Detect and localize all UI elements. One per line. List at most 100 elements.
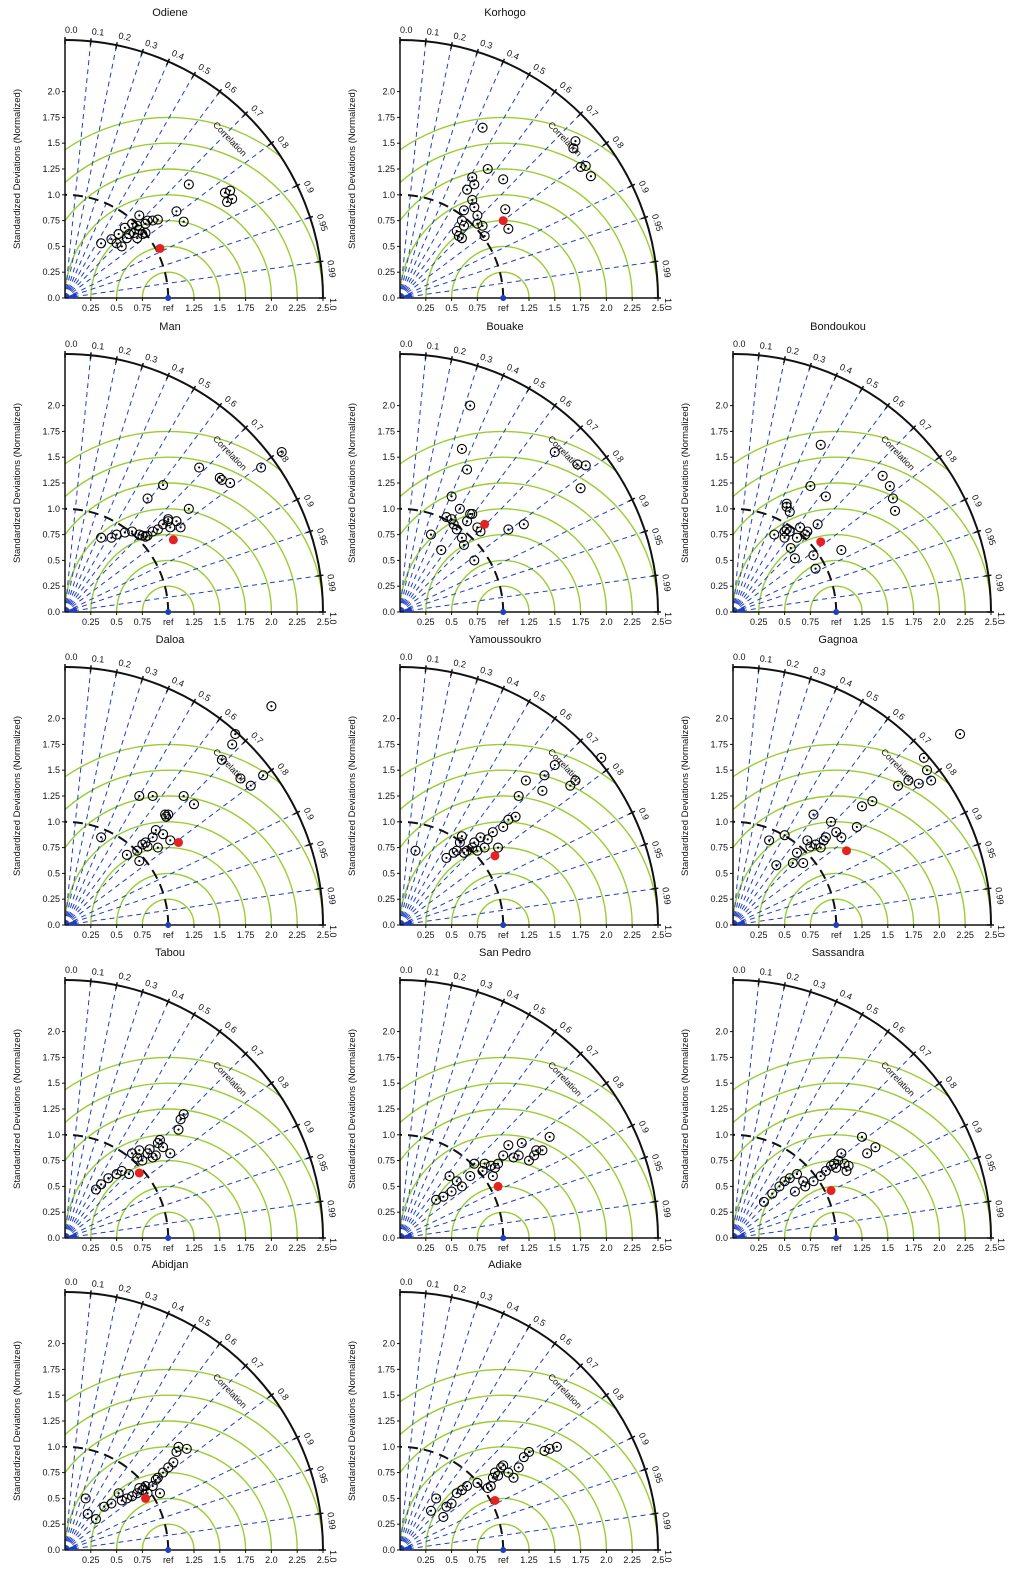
- correlation-tick-label: 0.5: [197, 689, 213, 704]
- x-tick-label: 2.0: [265, 303, 278, 313]
- model-point: [132, 220, 143, 231]
- corr-tick-mark: [808, 362, 813, 370]
- corr-tick-mark: [216, 88, 223, 96]
- corr-tick-mark: [551, 402, 558, 410]
- model-point: [152, 524, 163, 535]
- panel-title: Gagnoa: [818, 634, 858, 646]
- correlation-ray: [399, 1156, 646, 1239]
- corr-tick-mark: [316, 260, 324, 263]
- correlation-ray: [732, 740, 914, 926]
- y-axis-label: Standardized Deviations (Normalized): [680, 403, 691, 563]
- correlation-ray: [399, 1513, 656, 1551]
- model-point-center: [773, 533, 776, 536]
- corr-tick-mark: [293, 1123, 301, 1128]
- correlation-ray: [64, 1394, 272, 1551]
- correlation-tick-label: 0.6: [891, 394, 907, 410]
- x-tick-label: 0.25: [82, 303, 100, 313]
- x-tick-label: 2.5: [317, 930, 330, 940]
- y-tick-label: 1.0: [715, 504, 728, 514]
- corr-tick-mark: [628, 497, 636, 502]
- panel-title: Adiake: [488, 1259, 522, 1271]
- correlation-tick-label: 0.95: [650, 527, 665, 547]
- model-point: [431, 1194, 442, 1205]
- model-point: [769, 529, 780, 540]
- model-point: [441, 852, 452, 863]
- corr-tick-mark: [910, 738, 917, 745]
- model-point: [791, 847, 803, 858]
- correlation-tick-label: 0.99: [993, 573, 1005, 592]
- correlation-tick-label: 0.8: [610, 134, 626, 150]
- correlation-tick-label: 1.0: [663, 1550, 673, 1563]
- correlation-ray: [732, 718, 889, 926]
- x-tick-label: 0.5: [110, 930, 123, 940]
- correlation-tick-label: 0.99: [993, 1199, 1005, 1218]
- y-tick-label: 0.0: [47, 293, 60, 303]
- model-point: [781, 498, 792, 509]
- correlation-tick-label: 0.5: [532, 376, 548, 391]
- correlation-ray: [399, 718, 556, 926]
- model-point-center: [465, 188, 469, 191]
- y-tick-label: 1.5: [382, 452, 395, 462]
- rms-arc: [141, 271, 195, 298]
- correlation-tick-label: 0.4: [505, 1300, 520, 1314]
- model-point: [458, 847, 470, 858]
- y-axis-label: Standardized Deviations (Normalized): [12, 403, 23, 563]
- corr-tick-mark: [602, 767, 610, 774]
- outer-arc: [64, 1291, 324, 1551]
- model-point: [132, 845, 143, 856]
- x-tick-label: 2.0: [933, 930, 946, 940]
- x-tick-label: 0.25: [82, 617, 100, 627]
- model-point: [529, 1150, 540, 1161]
- corr-tick-mark: [602, 1080, 610, 1087]
- correlation-tick-label: 0.6: [558, 707, 574, 723]
- correlation-tick-label: 0.5: [197, 1002, 213, 1017]
- x-tick-label: 2.5: [652, 930, 665, 940]
- correlation-tick-label: 0.4: [505, 675, 520, 689]
- model-point: [810, 839, 821, 850]
- corr-tick-mark: [475, 362, 480, 370]
- y-tick-label: 1.25: [42, 1416, 60, 1426]
- correlation-tick-label: 0.9: [302, 179, 316, 195]
- correlation-tick-label: 0.6: [891, 707, 907, 723]
- correlation-tick-label: 0.99: [325, 573, 337, 592]
- model-point-center: [220, 478, 223, 482]
- model-point: [580, 160, 591, 171]
- corr-tick-mark: [500, 1310, 506, 1318]
- y-tick-label: 1.25: [42, 164, 60, 174]
- x-tick-label: 0.5: [778, 930, 791, 940]
- model-point: [523, 1155, 535, 1166]
- origin-fan-line: [736, 919, 745, 924]
- corr-tick-mark: [216, 1340, 223, 1348]
- correlation-tick-label: 0.2: [118, 345, 132, 357]
- model-point-center: [148, 1148, 151, 1151]
- x-tick-label: 1.75: [572, 617, 590, 627]
- model-point-center: [187, 507, 190, 510]
- model-point: [467, 194, 478, 206]
- corr-tick-mark: [910, 425, 917, 432]
- origin-fan-line: [403, 292, 412, 297]
- x-tick-label: 0.25: [750, 1243, 768, 1253]
- x-tick-label: 0.25: [417, 1555, 435, 1565]
- y-tick-label: 1.5: [715, 452, 728, 462]
- correlation-ray: [399, 530, 646, 613]
- reference-std-arc: [399, 507, 505, 613]
- model-point-center: [775, 864, 778, 867]
- model-point-center: [527, 1159, 531, 1162]
- correlation-label: Correlation: [879, 747, 917, 786]
- x-tick-label: 2.0: [933, 1243, 946, 1253]
- y-tick-label: 1.0: [47, 1130, 60, 1140]
- model-point-center: [783, 1180, 786, 1183]
- x-tick-label: 0.75: [134, 1555, 152, 1565]
- corr-tick-mark: [974, 842, 982, 847]
- rms-arc: [476, 1523, 530, 1550]
- model-point: [121, 1493, 132, 1504]
- rms-arc: [450, 245, 556, 298]
- corr-tick-mark: [783, 669, 786, 677]
- model-point-center: [158, 1138, 162, 1142]
- correlation-tick-label: 0.6: [558, 394, 574, 410]
- correlation-ray: [399, 981, 427, 1239]
- outer-arc: [399, 353, 659, 613]
- corr-tick-mark: [306, 215, 314, 220]
- correlation-tick-label: 1.0: [663, 612, 673, 625]
- correlation-tick-label: 0.8: [610, 761, 626, 777]
